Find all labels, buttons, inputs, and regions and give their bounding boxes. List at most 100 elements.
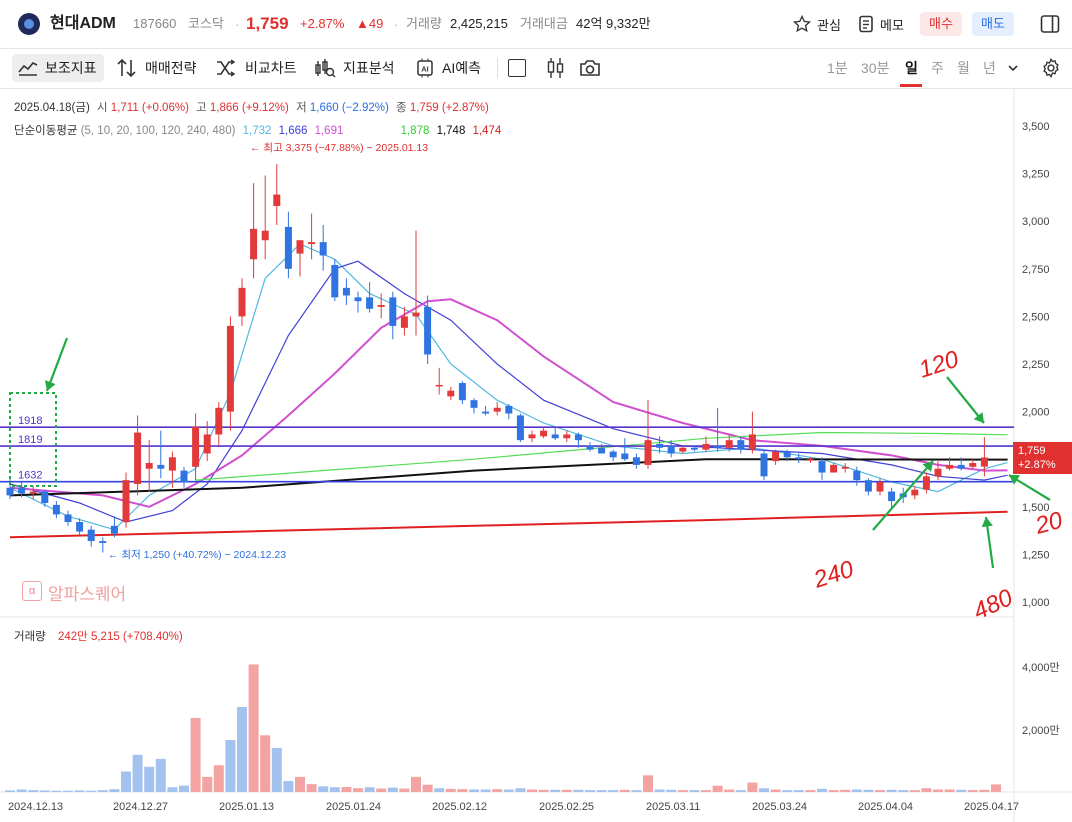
favorite-button[interactable]: 관심	[793, 12, 847, 36]
stock-logo	[18, 13, 40, 35]
ma5-value: 1,732	[242, 125, 272, 137]
volume-bar	[109, 789, 120, 792]
volume-bar	[434, 788, 445, 792]
ma120-value: 1,748	[436, 125, 466, 137]
chevron-down-icon[interactable]	[1007, 62, 1019, 74]
volume-bar	[376, 788, 387, 792]
dotted-range-box	[9, 392, 57, 487]
candle-body	[864, 480, 872, 492]
volume-bar	[480, 789, 491, 792]
price-axis: 3,5003,2503,0002,7502,5002,2502,0001,750…	[1022, 121, 1050, 609]
date-tick-label: 2025.04.17	[964, 801, 1019, 813]
hline-label-1819: 1819	[18, 434, 42, 446]
candle-body	[389, 297, 397, 326]
candle-body	[714, 445, 722, 448]
ohlc-info: 2025.04.18(금) 시 1,711 (+0.06%) 고 1,866 (…	[14, 99, 489, 115]
volume-bar	[608, 790, 619, 792]
checkbox-icon[interactable]	[508, 59, 526, 77]
volume-bar	[167, 787, 178, 792]
candle-body	[667, 445, 675, 454]
candle-body	[737, 440, 745, 450]
candle-body	[644, 440, 652, 465]
candle-body	[180, 470, 188, 483]
candle-body	[377, 304, 385, 307]
volume-value: 2,425,215	[450, 16, 508, 31]
panel-toggle-icon[interactable]	[1040, 14, 1060, 34]
candle-body	[319, 242, 327, 256]
volume-bar	[805, 790, 816, 792]
candle-body	[447, 390, 455, 397]
info-date: 2025.04.18(금)	[14, 102, 90, 114]
support-lines: 1918 1819 1632	[0, 415, 1014, 483]
volume-bar	[851, 789, 862, 792]
candle-body	[342, 287, 350, 296]
candle-body	[250, 228, 258, 260]
candle-body	[110, 525, 118, 534]
arrow-20-head	[1009, 475, 1020, 485]
ma100-line	[195, 431, 1008, 481]
candle-body	[702, 443, 710, 450]
camera-icon[interactable]	[579, 58, 601, 78]
volume-bar	[550, 789, 561, 792]
current-price-tag: 1,759 +2.87%	[1013, 442, 1072, 474]
compare-chart-button[interactable]: 비교차트	[245, 60, 297, 76]
candle-body	[29, 491, 37, 494]
volume-bar	[260, 735, 271, 792]
strategy-button[interactable]: 매매전략	[145, 60, 197, 76]
buy-button[interactable]: 매수	[920, 12, 962, 36]
candle-body	[215, 407, 223, 435]
candle-body	[203, 434, 211, 454]
ai-chip-icon: AI	[417, 58, 433, 78]
annotations: ← 최고 3,375 (−47.88%) − 2025.01.13 ← 최저 1,…	[9, 142, 1066, 625]
indicator-analysis-button[interactable]: 지표분석	[343, 60, 395, 76]
volume-bar	[422, 784, 433, 792]
volume-bar	[132, 754, 143, 792]
alphasquare-logo: α	[22, 581, 42, 601]
candle-body	[783, 451, 791, 458]
sell-button[interactable]: 매도	[972, 12, 1014, 36]
candle-body	[876, 482, 884, 492]
candle-body	[273, 194, 281, 206]
ma120-line	[9, 458, 1008, 497]
candle-body	[192, 426, 200, 467]
hline-label-1918: 1918	[18, 415, 42, 427]
volume-bar	[28, 790, 39, 792]
candle-body	[99, 541, 107, 543]
volume-bar	[863, 789, 874, 792]
handwritten-120: 120	[916, 345, 963, 383]
period-1min[interactable]: 1분	[827, 60, 848, 76]
period-week[interactable]: 주	[931, 60, 944, 76]
ma100-value: 1,878	[400, 125, 430, 137]
memo-label: 메모	[880, 18, 904, 33]
memo-button[interactable]: 메모	[858, 12, 912, 36]
candle-body	[725, 440, 733, 448]
volume-bar	[51, 790, 62, 792]
volume-bar	[63, 790, 73, 792]
candle-body	[470, 400, 478, 408]
price-tick-label: 3,500	[1022, 121, 1050, 133]
volume-bar	[538, 789, 549, 792]
candle-body	[656, 443, 664, 448]
period-year[interactable]: 년	[983, 60, 996, 76]
volume-bar	[97, 790, 108, 792]
candle-body	[586, 445, 594, 450]
volume-bar	[561, 789, 572, 792]
gear-icon[interactable]	[1040, 57, 1062, 79]
candle-body	[145, 463, 153, 469]
candle-body	[934, 468, 942, 477]
ai-forecast-button[interactable]: AI예측	[442, 60, 481, 76]
period-month[interactable]: 월	[957, 60, 970, 76]
volume-bar	[399, 788, 410, 792]
candle-body	[551, 434, 559, 439]
volume-bar	[817, 788, 827, 792]
period-30min[interactable]: 30분	[861, 60, 890, 76]
info-close-label: 종	[396, 102, 407, 114]
volume-bar	[759, 788, 769, 792]
volume-bar	[921, 788, 932, 792]
toolbar-divider	[497, 58, 498, 78]
period-day[interactable]: 일	[905, 60, 918, 76]
volume-bar	[503, 789, 514, 792]
price-tick-label: 2,750	[1022, 264, 1050, 276]
candle-type-icon[interactable]	[546, 57, 566, 79]
price-chart[interactable]: 1918 1819 1632 3,500 3,250 3,000 2,750 2,500 2,…	[0, 88, 1072, 822]
